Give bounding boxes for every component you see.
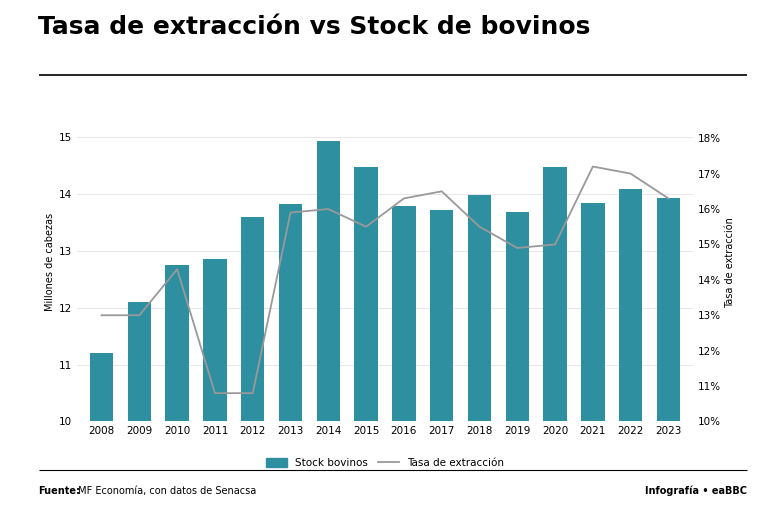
Bar [657, 198, 680, 514]
Bar [128, 302, 151, 514]
Bar [203, 259, 226, 514]
Bar [316, 141, 340, 514]
Bar [430, 210, 454, 514]
Bar [90, 353, 113, 514]
Bar [467, 195, 491, 514]
Bar [279, 204, 303, 514]
Bar [392, 206, 416, 514]
Bar [544, 167, 567, 514]
Text: Fuente:: Fuente: [38, 486, 81, 496]
Text: Infografía • eaBBC: Infografía • eaBBC [645, 486, 747, 496]
Text: Tasa de extracción vs Stock de bovinos: Tasa de extracción vs Stock de bovinos [38, 15, 591, 40]
Bar [506, 212, 529, 514]
Bar [166, 265, 189, 514]
Bar [619, 189, 642, 514]
Bar [241, 216, 264, 514]
Y-axis label: Tasa de extracción: Tasa de extracción [725, 217, 735, 307]
Text: MF Economía, con datos de Senacsa: MF Economía, con datos de Senacsa [75, 486, 256, 496]
Y-axis label: Millones de cabezas: Millones de cabezas [45, 213, 55, 311]
Legend: Stock bovinos, Tasa de extracción: Stock bovinos, Tasa de extracción [262, 453, 508, 472]
Bar [581, 203, 604, 514]
Bar [354, 167, 378, 514]
